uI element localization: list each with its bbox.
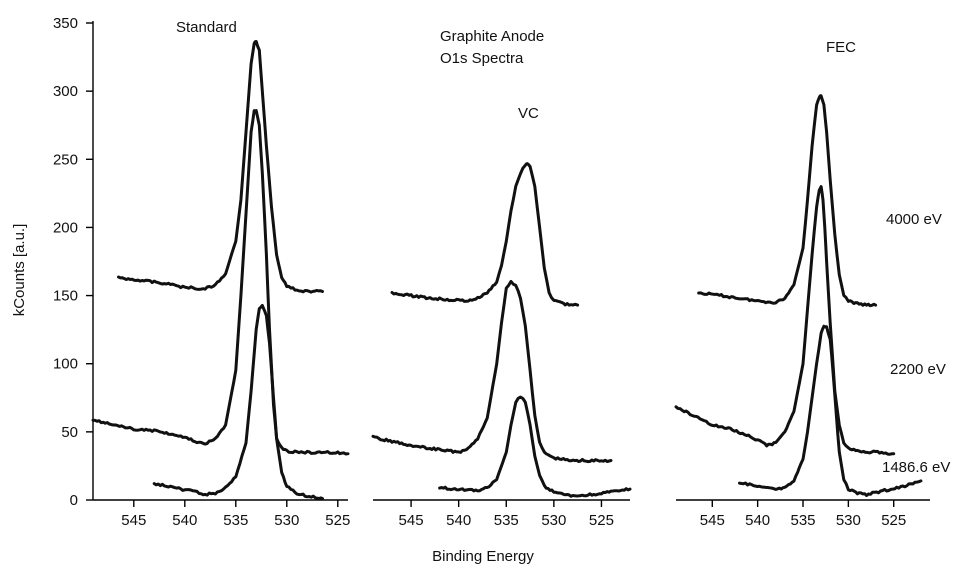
x-tick-label: 530 [541, 512, 566, 529]
trace-vc-4000ev [390, 162, 580, 307]
x-tick-label: 525 [881, 512, 906, 529]
y-tick-label: 350 [53, 15, 78, 32]
y-tick-label: 0 [70, 492, 78, 509]
x-tick-label: 535 [494, 512, 519, 529]
axes-layer: 0 50 100 150 200 250 300 350 545 540 535 530 525 545 5… [53, 15, 930, 529]
chart-title-line2: O1s Spectra [440, 50, 524, 67]
panel-label-fec: FEC [826, 39, 856, 56]
trace-standard-2200ev [91, 109, 350, 456]
x-tick-label: 530 [836, 512, 861, 529]
y-tick-label: 300 [53, 83, 78, 100]
panel-label-vc: VC [518, 105, 539, 122]
x-axis-label: Binding Energy [432, 548, 534, 565]
trace-fec-2200ev [674, 185, 896, 456]
y-tick-label: 200 [53, 219, 78, 236]
trace-fec-1486_6ev [738, 324, 923, 497]
x-tick-label: 525 [325, 512, 350, 529]
x-tick-label: 540 [172, 512, 197, 529]
energy-label-4000: 4000 eV [886, 211, 942, 228]
y-tick-label: 100 [53, 356, 78, 373]
y-tick-label: 50 [61, 424, 78, 441]
x-tick-label: 525 [589, 512, 614, 529]
y-tick-label: 150 [53, 288, 78, 305]
x-tick-label: 530 [274, 512, 299, 529]
trace-fec-4000ev [697, 94, 878, 308]
energy-label-1486: 1486.6 eV [882, 459, 950, 476]
x-tick-label: 540 [446, 512, 471, 529]
y-tick-label: 250 [53, 151, 78, 168]
x-tick-label: 545 [121, 512, 146, 529]
traces-layer [91, 40, 923, 501]
trace-standard-4000ev [117, 40, 324, 294]
x-tick-label: 535 [223, 512, 248, 529]
trace-vc-2200ev [371, 279, 613, 464]
chart-title-line1: Graphite Anode [440, 28, 544, 45]
x-tick-label: 545 [399, 512, 424, 529]
panel-label-standard: Standard [176, 19, 237, 36]
energy-label-2200: 2200 eV [890, 361, 946, 378]
trace-standard-1486_6ev [152, 303, 324, 501]
x-tick-label: 545 [700, 512, 725, 529]
x-tick-label: 535 [790, 512, 815, 529]
trace-vc-1486_6ev [438, 395, 632, 498]
y-axis-label: kCounts [a.u.] [11, 224, 28, 317]
x-tick-label: 540 [745, 512, 770, 529]
